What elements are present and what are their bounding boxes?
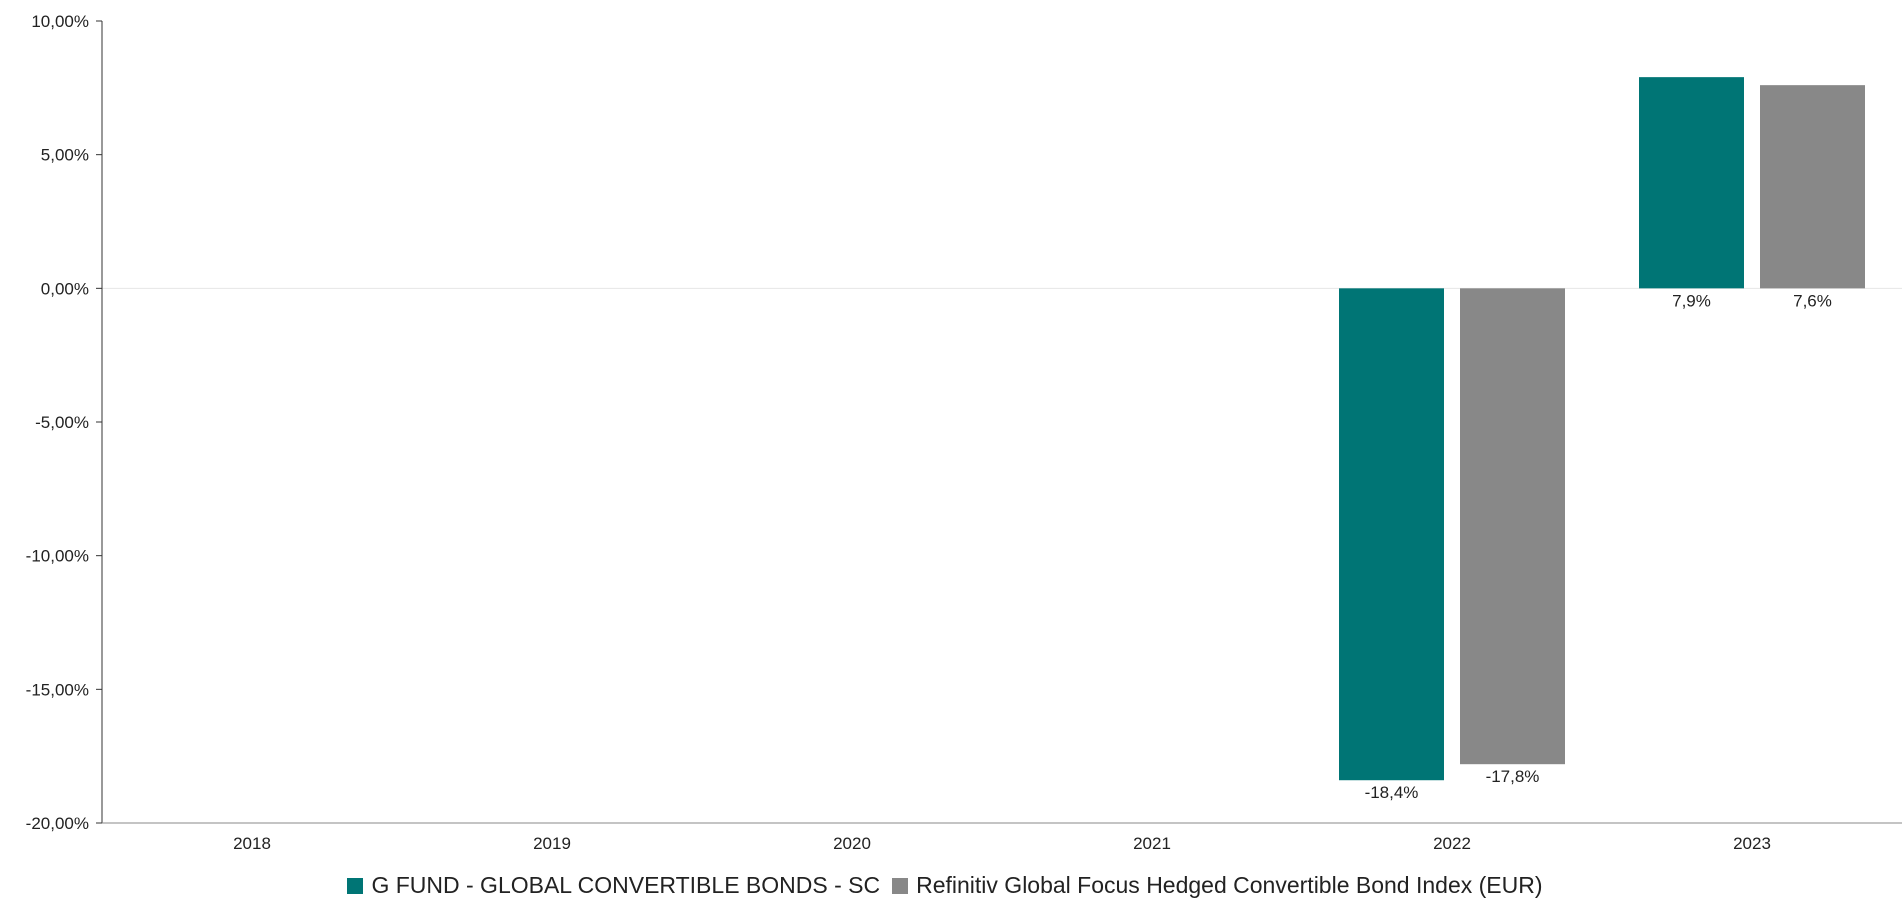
bar-fund-2023[interactable]	[1639, 77, 1744, 289]
x-tick-label: 2018	[233, 834, 271, 853]
x-tick-label: 2020	[833, 834, 871, 853]
labels: -18,4% -17,8% 7,9% 7,6%	[1365, 291, 1832, 802]
x-tick-label: 2021	[1133, 834, 1171, 853]
legend-swatch-fund	[347, 877, 364, 894]
y-tick-label: -15,00%	[26, 680, 89, 699]
x-tick-label: 2023	[1733, 834, 1771, 853]
bar-index-2022[interactable]	[1460, 288, 1565, 765]
data-label-index-2023: 7,6%	[1793, 291, 1832, 310]
y-tick-label: 5,00%	[41, 146, 89, 165]
y-tick-label: 10,00%	[31, 12, 89, 31]
bar-index-2023[interactable]	[1760, 85, 1865, 289]
legend-item-fund[interactable]: G FUND - GLOBAL CONVERTIBLE BONDS - SC	[347, 872, 880, 899]
y-tick-label: -20,00%	[26, 814, 89, 833]
data-label-index-2022: -17,8%	[1486, 767, 1540, 786]
legend-label-fund: G FUND - GLOBAL CONVERTIBLE BONDS - SC	[371, 872, 881, 898]
bars	[1339, 77, 1865, 781]
x-tick-label: 2022	[1433, 834, 1471, 853]
y-tick-label: -5,00%	[35, 413, 89, 432]
legend-item-index[interactable]: Refinitiv Global Focus Hedged Convertibl…	[892, 872, 1543, 899]
y-tick-label: -10,00%	[26, 547, 89, 566]
bar-chart: 10,00% 5,00% 0,00% -5,00% -10,00% -15,00% -20,…	[26, 12, 1902, 853]
legend: G FUND - GLOBAL CONVERTIBLE BONDS - SC R…	[0, 872, 1902, 899]
x-tick-label: 2019	[533, 834, 571, 853]
legend-swatch-index	[892, 877, 909, 894]
data-label-fund-2022: -18,4%	[1365, 783, 1419, 802]
legend-label-index: Refinitiv Global Focus Hedged Convertibl…	[916, 872, 1543, 898]
bar-fund-2022[interactable]	[1339, 288, 1444, 781]
y-tick-label: 0,00%	[41, 279, 89, 298]
data-label-fund-2023: 7,9%	[1672, 291, 1711, 310]
axes: 10,00% 5,00% 0,00% -5,00% -10,00% -15,00% -20,…	[26, 12, 1902, 853]
